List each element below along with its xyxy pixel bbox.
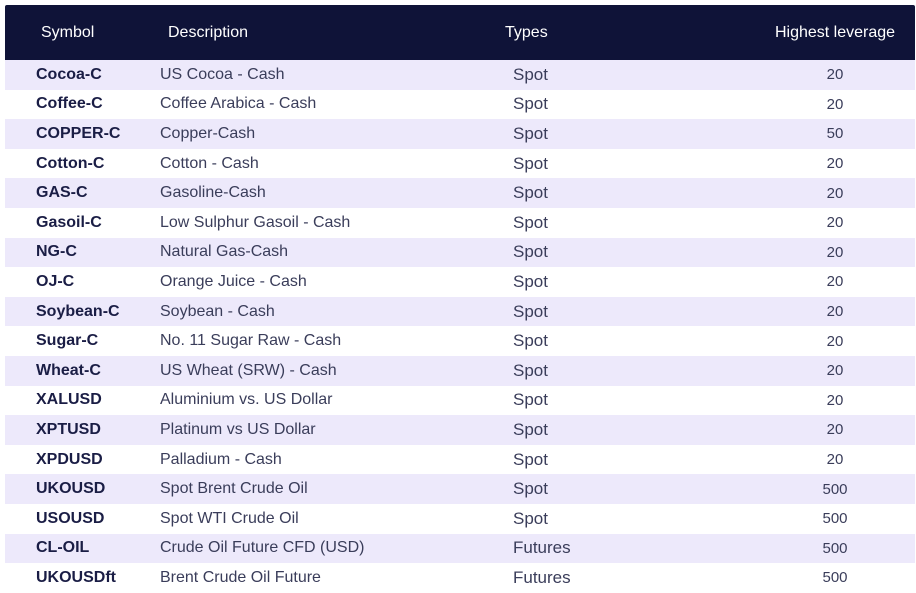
- table-row: CL-OIL Crude Oil Future CFD (USD) Futures 5…: [5, 533, 915, 564]
- table-row: Sugar-C No. 11 Sugar Raw - Cash Spot 20: [5, 326, 915, 356]
- table-row: OJ-C Orange Juice - Cash Spot 20: [5, 267, 915, 297]
- type-cell: Spot: [513, 479, 548, 499]
- leverage-cell: 20: [826, 95, 844, 113]
- symbol-cell: Sugar-C: [36, 332, 99, 350]
- header-leverage: Highest leverage: [774, 23, 896, 41]
- leverage-cell: 20: [826, 243, 844, 261]
- description-cell: US Wheat (SRW) - Cash: [160, 361, 337, 379]
- description-cell: Soybean - Cash: [160, 302, 275, 320]
- leverage-cell: 20: [826, 184, 844, 202]
- symbol-cell: Gasoil-C: [36, 213, 102, 231]
- type-cell: Spot: [513, 183, 548, 203]
- description-cell: Brent Crude Oil Future: [160, 568, 321, 586]
- symbol-cell: UKOUSDft: [36, 568, 116, 586]
- description-cell: Cotton - Cash: [160, 154, 259, 172]
- symbol-cell: Wheat-C: [36, 361, 101, 379]
- header-types: Types: [505, 23, 548, 41]
- table-row: Cocoa-C US Cocoa - Cash Spot 20: [5, 60, 915, 90]
- type-cell: Spot: [513, 331, 548, 351]
- type-cell: Spot: [513, 242, 548, 262]
- description-cell: Crude Oil Future CFD (USD): [160, 539, 365, 557]
- description-cell: Low Sulphur Gasoil - Cash: [160, 213, 351, 231]
- description-cell: Copper-Cash: [160, 124, 256, 142]
- table-header: Symbol Description Types Highest leverag…: [5, 5, 915, 60]
- description-cell: Natural Gas-Cash: [160, 243, 289, 261]
- symbol-cell: Cocoa-C: [36, 65, 102, 83]
- type-cell: Spot: [513, 301, 548, 321]
- symbol-cell: XPTUSD: [36, 420, 101, 438]
- type-cell: Spot: [513, 123, 548, 143]
- description-cell: Gasoline-Cash: [160, 184, 266, 202]
- table-row: UKOUSD Spot Brent Crude Oil Spot 500: [5, 474, 915, 504]
- type-cell: Spot: [513, 64, 548, 84]
- type-cell: Spot: [513, 508, 548, 528]
- leverage-cell: 20: [826, 332, 844, 350]
- type-cell: Futures: [513, 567, 571, 587]
- type-cell: Spot: [513, 212, 548, 232]
- description-cell: Coffee Arabica - Cash: [160, 95, 317, 113]
- leverage-cell: 50: [826, 125, 844, 143]
- symbol-cell: CL-OIL: [36, 539, 90, 557]
- table-row: Wheat-C US Wheat (SRW) - Cash Spot 20: [5, 355, 915, 386]
- description-cell: Platinum vs US Dollar: [160, 420, 316, 438]
- type-cell: Spot: [513, 449, 548, 469]
- table-body: Cocoa-C US Cocoa - Cash Spot 20 Coffee-C Coff…: [5, 60, 915, 593]
- leverage-cell: 20: [826, 362, 844, 380]
- symbol-cell: GAS-C: [36, 184, 88, 202]
- type-cell: Spot: [513, 271, 548, 291]
- type-cell: Spot: [513, 153, 548, 173]
- description-cell: Spot WTI Crude Oil: [160, 509, 299, 527]
- type-cell: Spot: [513, 360, 548, 380]
- symbol-cell: Coffee-C: [36, 95, 103, 113]
- symbol-cell: Soybean-C: [36, 302, 120, 320]
- leverage-cell: 20: [826, 421, 844, 439]
- description-cell: No. 11 Sugar Raw - Cash: [160, 332, 342, 350]
- table-row: Cotton-C Cotton - Cash Spot 20: [5, 148, 915, 179]
- description-cell: Aluminium vs. US Dollar: [160, 391, 333, 409]
- header-symbol: Symbol: [41, 23, 95, 41]
- symbol-cell: COPPER-C: [36, 124, 121, 142]
- type-cell: Spot: [513, 390, 548, 410]
- table-row: COPPER-C Copper-Cash Spot 50: [5, 119, 915, 149]
- symbol-cell: XALUSD: [36, 391, 102, 409]
- table-row: Gasoil-C Low Sulphur Gasoil - Cash Spot 20: [5, 207, 915, 238]
- leverage-cell: 20: [826, 66, 844, 84]
- type-cell: Spot: [513, 94, 548, 114]
- description-cell: Orange Juice - Cash: [160, 272, 307, 290]
- type-cell: Spot: [513, 419, 548, 439]
- table-row: Soybean-C Soybean - Cash Spot 20: [5, 296, 915, 327]
- table-row: XPDUSD Palladium - Cash Spot 20: [5, 444, 915, 475]
- symbol-cell: OJ-C: [36, 272, 75, 290]
- type-cell: Futures: [513, 538, 571, 558]
- table-row: GAS-C Gasoline-Cash Spot 20: [5, 178, 915, 208]
- table-row: NG-C Natural Gas-Cash Spot 20: [5, 237, 915, 268]
- leverage-cell: 20: [826, 155, 844, 173]
- leverage-cell: 500: [822, 539, 848, 557]
- instruments-table: Symbol Description Types Highest leverag…: [5, 5, 915, 593]
- description-cell: Palladium - Cash: [160, 450, 282, 468]
- leverage-cell: 20: [826, 214, 844, 232]
- leverage-cell: 20: [826, 451, 844, 469]
- table-row: XALUSD Aluminium vs. US Dollar Spot 20: [5, 385, 915, 416]
- leverage-cell: 20: [826, 303, 844, 321]
- leverage-cell: 20: [826, 391, 844, 409]
- symbol-cell: XPDUSD: [36, 450, 103, 468]
- leverage-cell: 500: [822, 510, 848, 528]
- symbol-cell: USOUSD: [36, 509, 105, 527]
- table-row: Coffee-C Coffee Arabica - Cash Spot 20: [5, 89, 915, 120]
- leverage-cell: 20: [826, 273, 844, 291]
- description-cell: Spot Brent Crude Oil: [160, 480, 308, 498]
- table-row: XPTUSD Platinum vs US Dollar Spot 20: [5, 415, 915, 445]
- table-row: USOUSD Spot WTI Crude Oil Spot 500: [5, 503, 915, 534]
- leverage-cell: 500: [822, 480, 848, 498]
- header-description: Description: [168, 23, 249, 41]
- symbol-cell: Cotton-C: [36, 154, 105, 172]
- description-cell: US Cocoa - Cash: [160, 65, 285, 83]
- symbol-cell: NG-C: [36, 243, 77, 261]
- table-row: UKOUSDft Brent Crude Oil Future Futures 500: [5, 563, 915, 593]
- leverage-cell: 500: [822, 569, 848, 587]
- symbol-cell: UKOUSD: [36, 480, 106, 498]
